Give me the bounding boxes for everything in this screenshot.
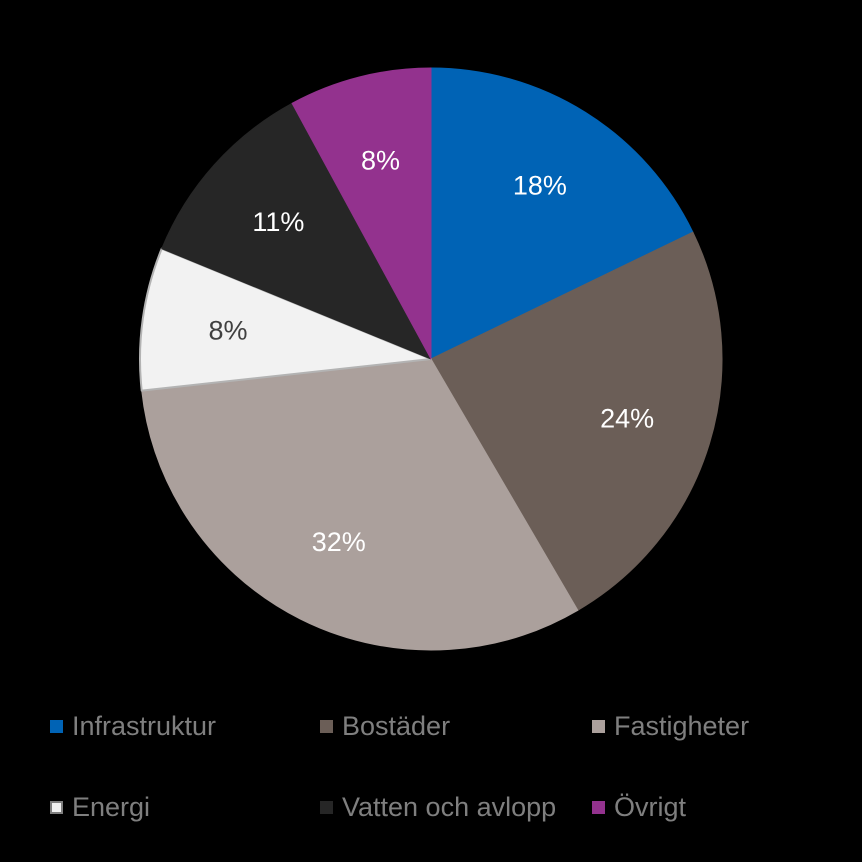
pie-slices xyxy=(139,67,723,651)
pie-labels: 18% 24% 32% 8% 11% 8% xyxy=(208,145,654,557)
slice-value-label-fastigheter: 32% xyxy=(312,527,366,557)
pie-slice-infrastruktur xyxy=(430,67,694,360)
pie-slice-vatten-och-avlopp xyxy=(161,102,432,360)
pie-slice-ovrigt xyxy=(291,67,432,360)
slice-value-label-infrastruktur: 18% xyxy=(513,170,567,200)
slice-value-label-energi: 8% xyxy=(208,315,247,345)
slice-value-label-bostader: 24% xyxy=(600,404,654,434)
pie-slice-bostader xyxy=(430,231,723,611)
pie-slice-fastigheter xyxy=(141,358,579,651)
slice-value-label-ovrigt: 8% xyxy=(361,145,400,175)
slice-value-label-vatten-och-avlopp: 11% xyxy=(252,207,304,237)
pie-slice-energi xyxy=(139,247,432,392)
